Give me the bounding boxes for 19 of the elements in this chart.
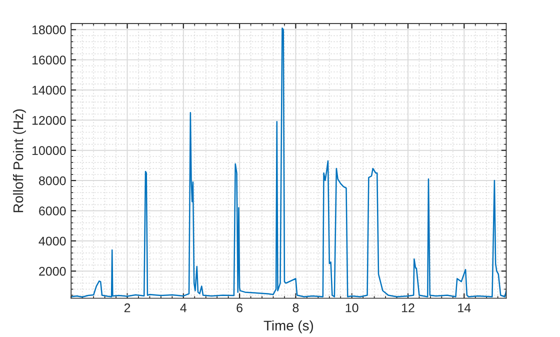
x-tick-label: 2 [124, 303, 130, 312]
y-tick-label: 8000 [38, 176, 66, 186]
y-tick-label: 4000 [38, 236, 66, 246]
line-series [71, 27, 506, 298]
x-tick-label: 4 [180, 304, 187, 312]
x-tick-label: 14 [458, 304, 471, 312]
x-tick-label: 8 [292, 303, 299, 312]
y-tick-label: 16000 [32, 56, 66, 64]
y-tick-label: 12000 [32, 116, 66, 125]
y-tick-label: 2000 [39, 266, 66, 276]
x-tick-label: 10 [346, 303, 358, 312]
y-tick-label: 18000 [32, 25, 66, 34]
y-axis-title: Rolloff Point (Hz) [13, 109, 26, 212]
y-tick-label: 6000 [39, 206, 66, 216]
y-tick-label: 10000 [32, 146, 66, 156]
x-tick-label: 12 [402, 303, 414, 312]
x-axis-title: Time (s) [264, 320, 314, 334]
y-tick-label: 14000 [32, 86, 66, 95]
x-tick-label: 6 [236, 303, 242, 312]
